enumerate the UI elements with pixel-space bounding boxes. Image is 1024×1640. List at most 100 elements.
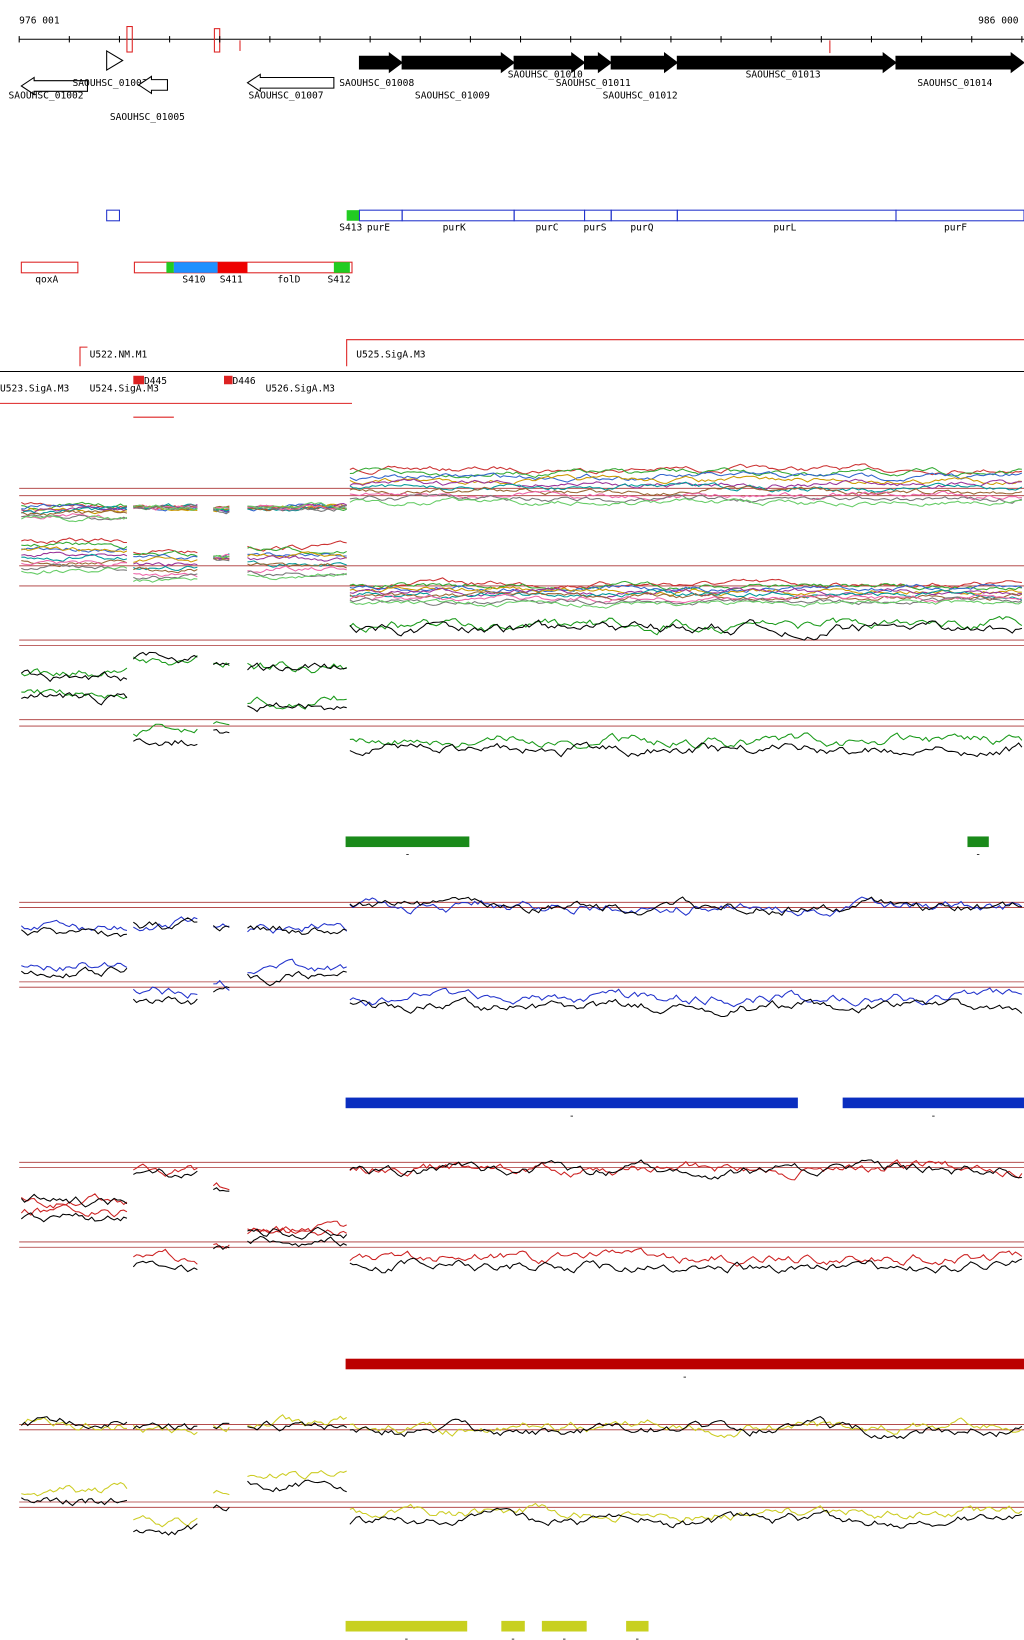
operon-label: purF	[944, 222, 967, 233]
segment-label: -	[569, 1111, 575, 1122]
promoter-label: D445	[144, 376, 167, 387]
trace	[349, 1159, 1022, 1180]
promoter-label: U522.NM.M1	[90, 350, 148, 361]
segment-label: -	[975, 850, 981, 861]
trace	[133, 1248, 198, 1265]
operon-label: purK	[443, 222, 466, 233]
trace	[21, 509, 128, 517]
trace	[247, 1235, 347, 1248]
feature-label: S411	[220, 274, 243, 285]
feature-part	[173, 262, 218, 273]
trace	[133, 550, 198, 557]
trace	[247, 572, 347, 581]
trace	[247, 1220, 347, 1235]
segment-bar	[345, 836, 470, 848]
trace	[349, 615, 1023, 636]
trace	[213, 1243, 230, 1249]
trace	[247, 546, 347, 555]
trace	[213, 979, 230, 991]
feature-part	[333, 262, 350, 273]
trace	[133, 917, 198, 930]
trace	[349, 987, 1023, 1008]
operon-box	[401, 209, 515, 222]
promoter-label: U526.SigA.M3	[266, 384, 335, 395]
trace	[247, 1479, 347, 1493]
segment-label: -	[930, 1111, 936, 1122]
trace	[349, 1507, 1023, 1529]
operon-label: purC	[535, 222, 558, 233]
trace	[133, 566, 198, 574]
segment-label: -	[634, 1634, 640, 1640]
trace	[349, 896, 1023, 917]
segment-bar	[842, 1097, 1024, 1109]
trace	[213, 505, 230, 509]
promoter-label: U524.SigA.M3	[90, 384, 159, 395]
trace	[21, 926, 127, 938]
trace	[20, 1193, 128, 1208]
trace	[21, 553, 128, 562]
segment-label: -	[404, 1634, 410, 1640]
trace	[133, 556, 198, 563]
segment-bar	[345, 1358, 1024, 1370]
trace	[247, 501, 347, 510]
trace	[213, 506, 230, 510]
operon-box	[610, 209, 678, 222]
trace	[21, 541, 128, 550]
trace	[21, 688, 128, 700]
trace	[349, 732, 1023, 750]
trace	[21, 566, 128, 575]
trace	[133, 1168, 198, 1179]
trace	[213, 721, 230, 726]
trace	[21, 1416, 127, 1431]
trace	[133, 573, 198, 580]
trace	[133, 738, 198, 747]
feature-label: qoxA	[35, 274, 58, 285]
trace	[21, 501, 128, 510]
trace	[20, 1212, 128, 1223]
trace	[247, 565, 347, 574]
trace	[213, 558, 230, 562]
gene-label: SAOUHSC_01003	[73, 78, 148, 89]
trace	[133, 723, 198, 737]
trace	[247, 925, 347, 935]
trace	[132, 986, 198, 999]
trace	[349, 1417, 1023, 1439]
trace	[247, 540, 347, 552]
trace	[349, 463, 1022, 476]
trace	[213, 728, 230, 734]
gene-label: SAOUHSC_01012	[603, 91, 678, 102]
ruler-marker	[126, 26, 133, 53]
trace	[21, 559, 128, 568]
gene	[401, 52, 516, 74]
ruler-start: 976 001	[19, 15, 60, 26]
promoter-mark	[133, 375, 144, 385]
trace	[21, 692, 128, 706]
trace	[349, 471, 1023, 483]
trace	[349, 598, 1023, 609]
gene	[895, 52, 1024, 74]
trace	[132, 651, 198, 664]
gene-label: SAOUHSC_01013	[746, 70, 821, 81]
trace	[212, 1489, 230, 1496]
gene-label: SAOUHSC_01014	[917, 78, 992, 89]
trace	[21, 546, 128, 553]
gene-label: SAOUHSC_01008	[339, 78, 414, 89]
trace	[349, 481, 1023, 493]
gene	[610, 52, 679, 74]
trace	[133, 655, 198, 666]
segment-label: -	[682, 1372, 688, 1383]
trace	[247, 504, 347, 512]
trace	[349, 485, 1023, 497]
trace	[247, 970, 347, 987]
promoter-mark	[224, 375, 233, 385]
promoter-label: D446	[233, 376, 256, 387]
trace	[349, 1415, 1023, 1440]
segment-bar	[967, 836, 989, 848]
gene	[584, 52, 613, 74]
trace	[133, 548, 198, 555]
trace	[132, 1422, 198, 1431]
trace	[349, 1257, 1023, 1274]
segment-label: -	[561, 1634, 567, 1640]
trace	[247, 504, 347, 511]
trace	[21, 961, 128, 972]
